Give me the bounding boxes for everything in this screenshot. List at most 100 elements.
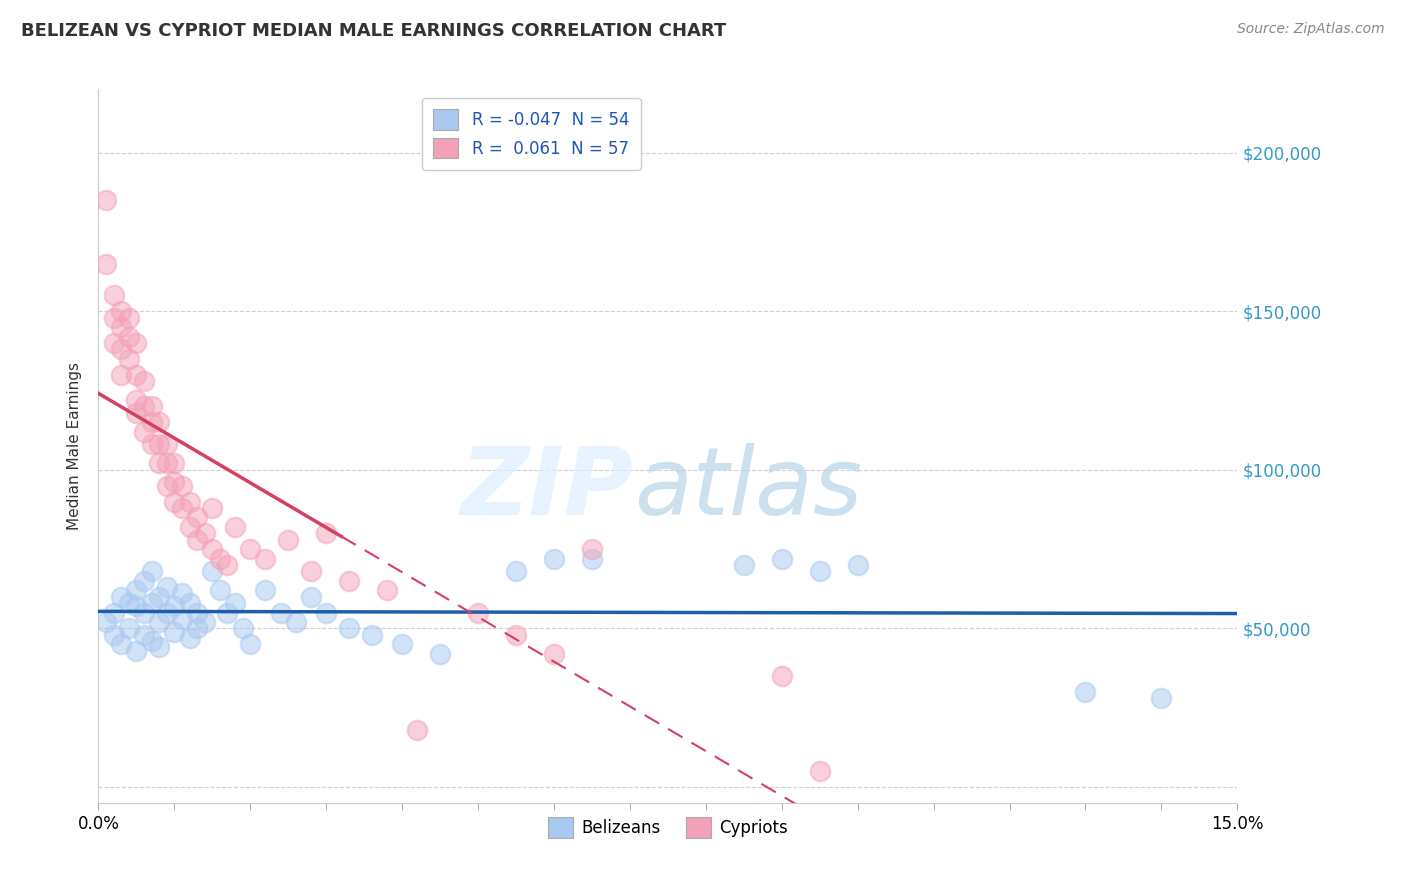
Point xyxy=(543,551,565,566)
Point xyxy=(156,606,179,620)
Point xyxy=(429,647,451,661)
Point xyxy=(179,631,201,645)
Point xyxy=(239,637,262,651)
Point xyxy=(132,425,155,439)
Point xyxy=(846,558,869,572)
Point xyxy=(125,392,148,407)
Point xyxy=(208,583,231,598)
Point xyxy=(179,520,201,534)
Point xyxy=(543,647,565,661)
Point xyxy=(110,637,132,651)
Point xyxy=(808,764,831,778)
Point xyxy=(148,415,170,429)
Point xyxy=(118,310,141,325)
Point xyxy=(125,643,148,657)
Point xyxy=(186,606,208,620)
Point xyxy=(1150,691,1173,706)
Point xyxy=(186,621,208,635)
Legend: Belizeans, Cypriots: Belizeans, Cypriots xyxy=(541,811,794,845)
Point xyxy=(118,621,141,635)
Point xyxy=(110,590,132,604)
Point xyxy=(156,478,179,492)
Point xyxy=(406,723,429,737)
Point xyxy=(201,500,224,515)
Point xyxy=(217,558,239,572)
Point xyxy=(94,193,117,207)
Point xyxy=(505,628,527,642)
Point xyxy=(141,634,163,648)
Point xyxy=(194,526,217,541)
Point xyxy=(360,628,382,642)
Point xyxy=(315,526,337,541)
Point xyxy=(1074,685,1097,699)
Point xyxy=(141,400,163,414)
Point xyxy=(94,615,117,629)
Point xyxy=(217,606,239,620)
Point xyxy=(163,624,186,639)
Point xyxy=(299,564,322,578)
Point xyxy=(125,368,148,382)
Point xyxy=(125,599,148,614)
Point xyxy=(94,257,117,271)
Point xyxy=(337,621,360,635)
Point xyxy=(103,628,125,642)
Point xyxy=(337,574,360,588)
Y-axis label: Median Male Earnings: Median Male Earnings xyxy=(67,362,83,530)
Point xyxy=(770,551,793,566)
Point xyxy=(284,615,307,629)
Point xyxy=(110,304,132,318)
Point xyxy=(125,406,148,420)
Point xyxy=(186,533,208,547)
Point xyxy=(163,599,186,614)
Point xyxy=(110,368,132,382)
Point xyxy=(186,510,208,524)
Point xyxy=(581,542,603,557)
Point xyxy=(375,583,398,598)
Point xyxy=(808,564,831,578)
Point xyxy=(277,533,299,547)
Point xyxy=(170,612,193,626)
Point xyxy=(194,615,217,629)
Point xyxy=(391,637,413,651)
Point xyxy=(156,457,179,471)
Point xyxy=(170,500,193,515)
Point xyxy=(103,335,125,350)
Point xyxy=(254,551,277,566)
Point xyxy=(581,551,603,566)
Point xyxy=(156,580,179,594)
Point xyxy=(141,437,163,451)
Point xyxy=(103,606,125,620)
Point xyxy=(254,583,277,598)
Point xyxy=(224,596,246,610)
Point xyxy=(505,564,527,578)
Point xyxy=(125,335,148,350)
Point xyxy=(201,564,224,578)
Point xyxy=(148,640,170,655)
Point xyxy=(733,558,755,572)
Point xyxy=(141,596,163,610)
Point xyxy=(163,494,186,508)
Point xyxy=(270,606,292,620)
Point xyxy=(148,437,170,451)
Point xyxy=(315,606,337,620)
Point xyxy=(148,615,170,629)
Point xyxy=(239,542,262,557)
Point xyxy=(156,437,179,451)
Point xyxy=(141,564,163,578)
Point xyxy=(179,494,201,508)
Text: atlas: atlas xyxy=(634,443,862,534)
Point xyxy=(163,457,186,471)
Point xyxy=(132,574,155,588)
Point xyxy=(179,596,201,610)
Point xyxy=(148,590,170,604)
Point xyxy=(770,669,793,683)
Text: Source: ZipAtlas.com: Source: ZipAtlas.com xyxy=(1237,22,1385,37)
Point xyxy=(103,310,125,325)
Point xyxy=(118,596,141,610)
Text: ZIP: ZIP xyxy=(461,442,634,535)
Point xyxy=(224,520,246,534)
Point xyxy=(132,400,155,414)
Point xyxy=(110,320,132,334)
Point xyxy=(208,551,231,566)
Point xyxy=(170,586,193,600)
